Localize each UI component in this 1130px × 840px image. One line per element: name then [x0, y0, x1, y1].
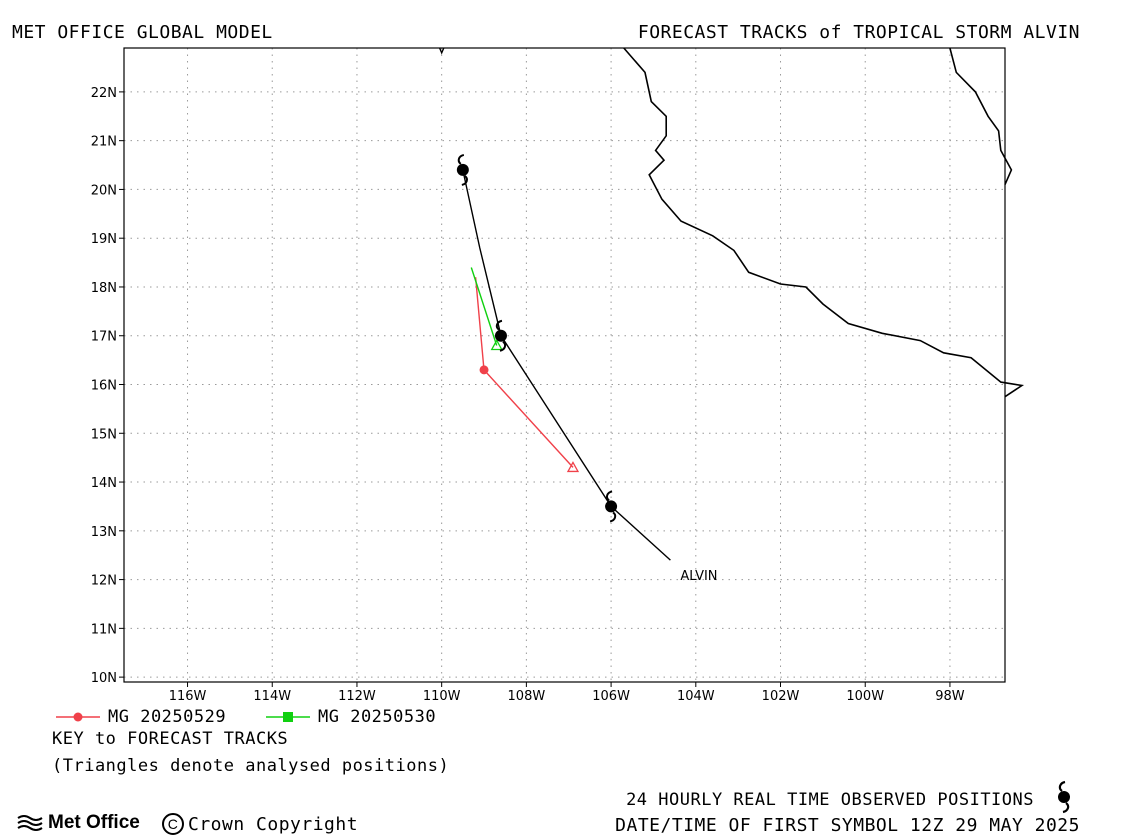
storm-symbol-arm — [495, 319, 503, 331]
lat-tick-label: 12N — [91, 574, 117, 589]
key-title: KEY to FORECAST TRACKS — [52, 729, 289, 749]
legend-item-mg-20250529: MG 20250529 — [56, 707, 226, 727]
storm-position-symbol — [456, 153, 469, 186]
observed-track-line — [462, 169, 671, 561]
storm-position-symbol — [605, 490, 618, 523]
legend-label-mg-20250530: MG 20250530 — [318, 707, 437, 727]
coastline-mainland — [623, 47, 1025, 398]
lon-tick-label: 112W — [338, 689, 376, 700]
storm-name-label: ALVIN — [680, 569, 717, 584]
copyright: C Crown Copyright — [162, 813, 358, 835]
lat-tick-label: 10N — [91, 671, 117, 686]
storm-symbol-core — [494, 329, 507, 342]
lon-tick-label: 106W — [592, 689, 630, 700]
met-office-logo-icon — [17, 815, 43, 831]
storm-symbol-arm — [457, 153, 465, 165]
lon-tick-label: 114W — [253, 689, 291, 700]
chart-title-left: MET OFFICE GLOBAL MODEL — [12, 22, 273, 43]
lat-tick-label: 14N — [91, 476, 117, 491]
storm-symbol-arm — [609, 511, 617, 523]
storm-symbol-icon — [1058, 780, 1070, 814]
analysed-position-triangle — [566, 461, 580, 473]
storm-symbol-arm — [461, 175, 468, 186]
lat-tick-label: 13N — [91, 525, 117, 540]
lat-tick-label: 21N — [91, 135, 117, 150]
observed-positions-label: 24 HOURLY REAL TIME OBSERVED POSITIONS — [626, 790, 1034, 810]
map-frame — [123, 47, 1006, 683]
legend-item-mg-20250530: MG 20250530 — [266, 707, 436, 727]
copyright-text: Crown Copyright — [188, 813, 359, 835]
lat-tick-label: 17N — [91, 330, 117, 345]
storm-track-map: 116W 114W 112W 110W 108W 106W 104W 102W 100W 98W 1… — [91, 47, 1025, 700]
lon-tick-label: 100W — [846, 689, 884, 700]
storm-symbol-arm — [605, 490, 613, 502]
legend-line-red — [56, 712, 100, 722]
legend-label-mg-20250529: MG 20250529 — [108, 707, 227, 727]
storm-symbol-arm — [499, 340, 507, 352]
forecast-marker-circle — [479, 365, 489, 375]
lon-tick-label: 116W — [169, 689, 207, 700]
storm-position-symbol — [494, 319, 507, 352]
chart-title-right: FORECAST TRACKS of TROPICAL STORM ALVIN — [637, 22, 1080, 43]
lat-tick-label: 11N — [91, 622, 117, 637]
met-office-logo-text: Met Office — [48, 812, 140, 833]
lat-tick-label: 22N — [91, 86, 117, 101]
legend-line-green — [266, 712, 310, 722]
lon-tick-label: 110W — [423, 689, 461, 700]
forecast-track-line — [470, 267, 498, 346]
copyright-symbol: C — [162, 813, 184, 835]
analysed-position-triangle — [490, 339, 503, 351]
lon-tick-label: 102W — [762, 689, 800, 700]
lat-tick-label: 15N — [91, 427, 117, 442]
lat-tick-label: 18N — [91, 281, 117, 296]
met-office-logo: Met Office — [16, 812, 140, 834]
key-note: (Triangles denote analysed positions) — [52, 756, 450, 776]
first-symbol-label: DATE/TIME OF FIRST SYMBOL 12Z 29 MAY 202… — [615, 815, 1080, 836]
lat-tick-label: 20N — [91, 183, 117, 198]
coastline-northeast — [949, 47, 1013, 185]
lon-tick-label: 98W — [935, 689, 965, 700]
coastline-baja-tip — [438, 47, 445, 55]
storm-symbol-core — [456, 163, 469, 176]
lon-tick-label: 104W — [677, 689, 715, 700]
lon-tick-label: 108W — [508, 689, 546, 700]
storm-symbol-core — [605, 500, 618, 513]
lat-tick-label: 16N — [91, 379, 117, 394]
lat-tick-label: 19N — [91, 232, 117, 247]
